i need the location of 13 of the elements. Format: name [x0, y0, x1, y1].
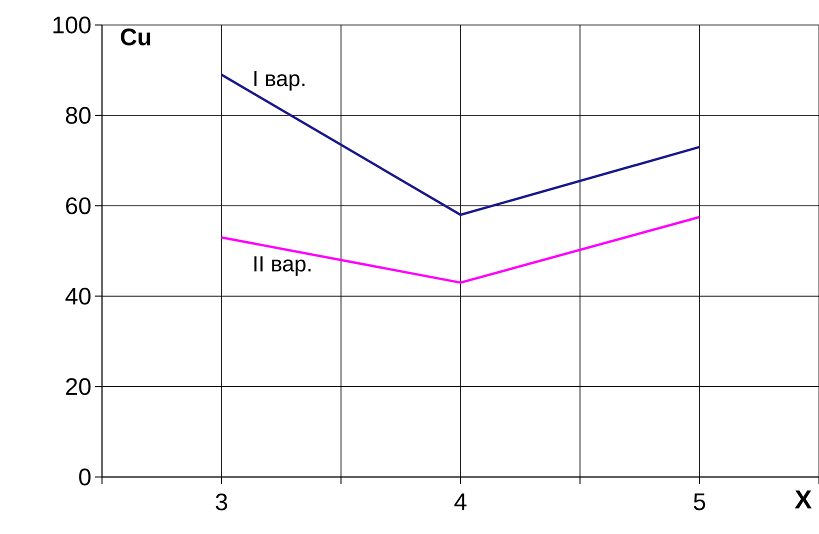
x-axis-title: X — [794, 490, 812, 508]
series-label: II вар. — [254, 256, 311, 276]
y-tick-label: 80 — [66, 106, 91, 124]
y-tick-label: 0 — [79, 468, 91, 486]
x-tick-label: 4 — [454, 494, 466, 510]
y-tick-label: 60 — [66, 197, 91, 214]
y-axis-title: Cu — [120, 28, 150, 46]
x-tick-label: 5 — [694, 494, 706, 510]
y-tick-label: 20 — [66, 378, 91, 396]
y-tick-label: 100 — [53, 16, 91, 34]
x-tick-label: 3 — [216, 494, 228, 510]
series-label: I вар. — [254, 70, 304, 91]
y-tick-label: 40 — [65, 288, 91, 305]
